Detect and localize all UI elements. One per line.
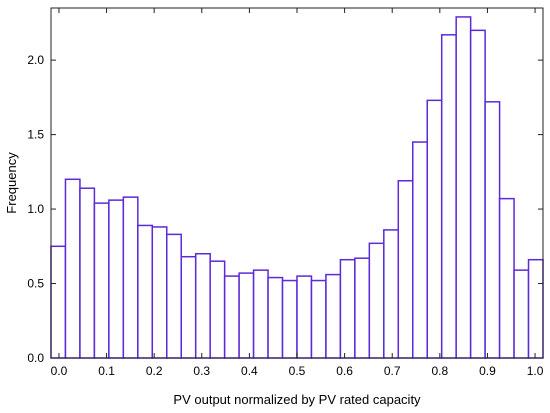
x-tick-label: 1.0	[527, 364, 544, 378]
histogram-bar	[412, 141, 428, 359]
histogram-bar	[383, 229, 400, 359]
histogram-bar	[426, 99, 443, 359]
histogram-bars	[50, 16, 544, 359]
y-tick-label: 1.5	[27, 128, 44, 142]
y-axis-title: Frequency	[4, 152, 19, 214]
x-tick-label: 0.1	[98, 364, 115, 378]
histogram-bar	[296, 275, 313, 359]
y-tick-label: 2.0	[27, 53, 44, 67]
histogram-bar	[209, 260, 226, 359]
histogram-bar	[368, 242, 385, 359]
histogram-bar	[513, 269, 530, 359]
histogram-bar	[455, 16, 472, 359]
x-tick-label: 0.8	[431, 364, 448, 378]
histogram-bar	[79, 187, 96, 359]
x-tick-label: 0.3	[193, 364, 210, 378]
x-tick-label: 0.9	[479, 364, 496, 378]
histogram-bar	[137, 224, 154, 359]
histogram-bar	[498, 197, 515, 359]
histogram-bar	[527, 258, 544, 359]
x-tick-label: 0.4	[241, 364, 258, 378]
x-tick-label: 0.0	[51, 364, 68, 378]
histogram-bar	[281, 279, 298, 359]
y-tick-label: 0.5	[27, 277, 44, 291]
x-axis-title: PV output normalized by PV rated capacit…	[173, 392, 421, 407]
histogram-bar	[469, 29, 486, 359]
histogram-bar	[151, 226, 168, 359]
y-tick-label: 0.0	[27, 351, 44, 365]
x-tick-label: 0.6	[336, 364, 353, 378]
x-tick-label: 0.2	[146, 364, 163, 378]
histogram-bar	[339, 258, 356, 359]
histogram-bar	[93, 202, 110, 359]
histogram-bar	[252, 269, 269, 359]
histogram-bar	[223, 275, 240, 359]
histogram-bar	[440, 34, 457, 359]
y-tick-label: 1.0	[27, 202, 44, 216]
histogram-bar	[64, 178, 81, 359]
histogram-bar	[166, 233, 182, 359]
histogram-bar	[50, 245, 67, 359]
histogram-bar	[397, 180, 414, 359]
histogram-bar	[484, 101, 501, 359]
histogram-bar	[238, 272, 255, 359]
x-axis-ticks: 0.0 0.1 0.2 0.3 0.4 0.5 0.6 0.7 0.8 0.9 1.0	[51, 8, 544, 378]
histogram-bar	[267, 276, 284, 359]
y-axis-ticks: 0.0 0.5 1.0 1.5 2.0	[27, 53, 543, 365]
histogram-bar	[310, 279, 327, 359]
histogram-bar	[108, 199, 125, 359]
histogram-bar	[325, 273, 342, 359]
histogram-bar	[122, 196, 139, 359]
histogram-bar	[180, 255, 197, 359]
x-tick-label: 0.5	[289, 364, 306, 378]
histogram-bar	[354, 257, 371, 359]
histogram-bar	[194, 252, 211, 359]
x-tick-label: 0.7	[384, 364, 401, 378]
